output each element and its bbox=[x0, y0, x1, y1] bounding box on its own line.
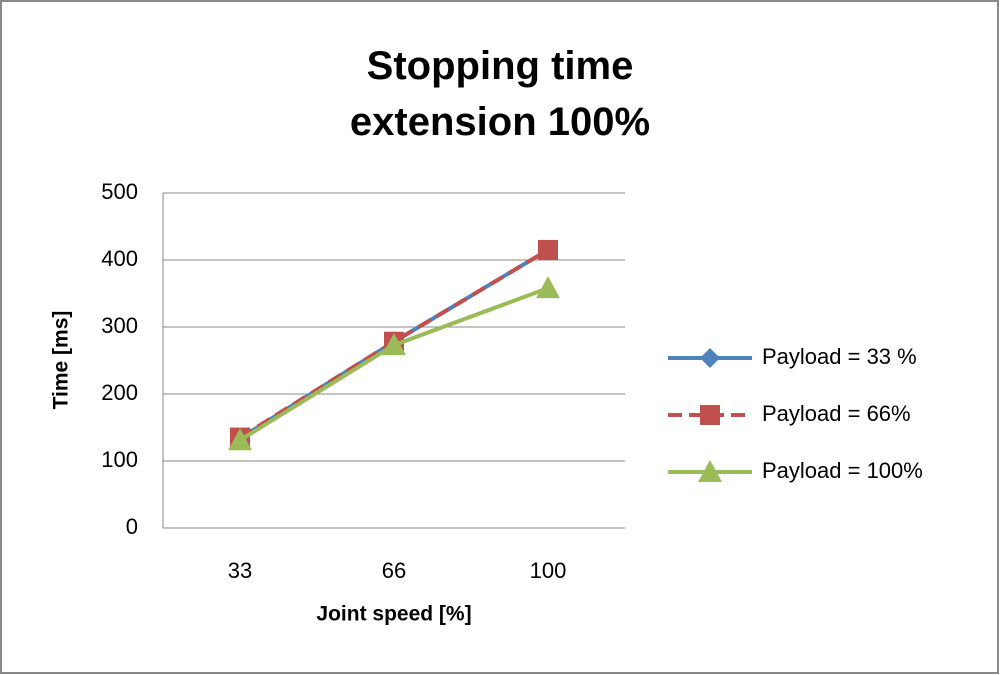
chart-title: Stopping time extension 100% bbox=[349, 44, 651, 144]
legend-label: Payload = 100% bbox=[762, 458, 923, 483]
legend-label: Payload = 66% bbox=[762, 401, 911, 426]
y-tick-label: 0 bbox=[126, 514, 138, 539]
y-tick-label: 100 bbox=[101, 447, 138, 472]
y-tick-label: 300 bbox=[101, 313, 138, 338]
y-tick-label: 200 bbox=[101, 380, 138, 405]
legend-label: Payload = 33 % bbox=[762, 344, 917, 369]
x-tick-label: 66 bbox=[382, 558, 406, 583]
marker bbox=[536, 276, 560, 299]
y-tick-label: 400 bbox=[101, 246, 138, 271]
y-tick-label: 500 bbox=[101, 179, 138, 204]
y-axis-label: Time [ms] bbox=[50, 311, 73, 410]
marker bbox=[700, 348, 720, 368]
x-axis-label: Joint speed [%] bbox=[316, 603, 471, 626]
x-tick-label: 33 bbox=[228, 558, 252, 583]
x-tick-label: 100 bbox=[530, 558, 567, 583]
marker bbox=[698, 460, 722, 482]
marker bbox=[700, 405, 720, 425]
marker bbox=[382, 333, 406, 356]
marker bbox=[538, 239, 558, 260]
marker bbox=[228, 428, 252, 451]
